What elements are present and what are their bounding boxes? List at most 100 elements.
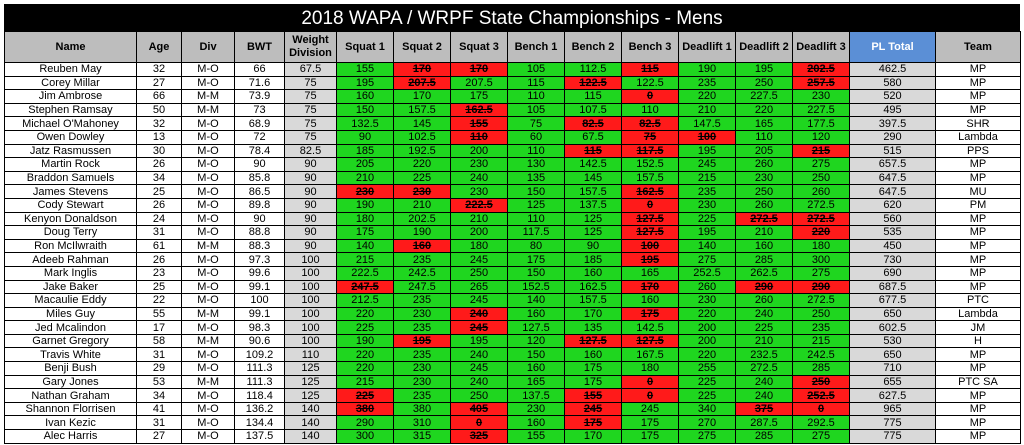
cell-weight-division: 100 [284,279,337,295]
cell-name: Corey Millar [4,75,137,91]
cell-name: Kenyon Donaldson [4,211,137,227]
cell-deadlift-3: 177.5 [792,116,850,131]
cell-deadlift-2: 250 [735,75,793,91]
cell-weight-division: 100 [284,320,337,335]
attempt-value: 225 [355,321,375,334]
cell-age: 50 [136,102,182,118]
cell-bench-3: 170 [621,279,679,295]
cell-age: 13 [136,129,182,145]
attempt-value: 240 [754,307,774,320]
cell-deadlift-1: 200 [678,320,736,335]
cell-bench-1: 110 [507,211,565,227]
cell-name: Adeeb Rahman [4,252,137,267]
cell-bench-2: 122.5 [564,75,622,91]
cell-bench-2: 127.5 [564,333,622,349]
cell-name: Travis White [4,347,137,363]
cell-div: M-O [181,170,235,186]
cell-bench-3: 0 [621,89,679,104]
cell-deadlift-2: 220 [735,102,793,118]
cell-deadlift-3: 285 [792,361,850,376]
cell-squat-2: 230 [393,374,451,390]
attempt-value: 250 [469,389,489,402]
cell-squat-2: 220 [393,157,451,172]
cell-bwt: 71.6 [234,75,285,91]
attempt-value: 215 [697,172,717,185]
cell-deadlift-3: 0 [792,401,850,417]
table-row: Mark Inglis 23 M-O 99.6 100 222.5 242.5 250 150 1… [4,265,1021,281]
attempt-value: 140 [697,240,717,253]
cell-deadlift-3: 120 [792,129,850,145]
cell-squat-3: 245 [450,293,508,308]
cell-deadlift-3: 202.5 [792,62,850,77]
cell-bench-1: 130 [507,157,565,172]
cell-div: M-M [181,306,235,322]
cell-squat-3: 170 [450,62,508,77]
attempt-value: 157.5 [408,104,436,117]
attempt-value: 405 [469,403,489,416]
cell-squat-2: 235 [393,320,451,335]
cell-pl-total: 687.5 [849,279,936,295]
cell-deadlift-2: 375 [735,401,793,417]
attempt-value: 230 [355,185,375,198]
sheet-title: 2018 WAPA / WRPF State Championships - M… [4,4,1020,31]
cell-weight-division: 100 [284,252,337,267]
cell-weight-division: 90 [284,197,337,213]
attempt-value: 160 [526,416,546,429]
attempt-value: 195 [697,144,717,157]
attempt-value: 235 [412,294,432,307]
cell-age: 32 [136,62,182,77]
cell-age: 27 [136,429,182,444]
cell-deadlift-3: 235 [792,320,850,335]
cell-pl-total: 775 [849,429,936,444]
cell-deadlift-1: 340 [678,401,736,417]
cell-bench-1: 152.5 [507,279,565,295]
attempt-value: 287.5 [750,416,778,429]
cell-weight-division: 90 [284,225,337,240]
attempt-value: 125 [583,226,603,239]
attempt-value: 100 [697,131,717,144]
table-row: Adeeb Rahman 26 M-O 97.3 100 215 235 245 175 185 1… [4,252,1021,267]
attempt-value: 202.5 [807,63,835,76]
cell-bwt: 109.2 [234,347,285,363]
attempt-value: 200 [697,335,717,348]
cell-age: 22 [136,293,182,308]
cell-squat-3: 155 [450,116,508,131]
attempt-value: 220 [412,158,432,171]
cell-weight-division: 75 [284,89,337,104]
cell-deadlift-2: 285 [735,252,793,267]
cell-bwt: 89.8 [234,197,285,213]
cell-squat-3: 195 [450,333,508,349]
attempt-value: 290 [754,280,774,293]
cell-div: M-O [181,265,235,281]
cell-deadlift-3: 275 [792,265,850,281]
cell-pl-total: 650 [849,347,936,363]
cell-team: MP [935,361,1021,376]
attempt-value: 275 [811,267,831,280]
cell-bench-1: 150 [507,184,565,199]
cell-pl-total: 535 [849,225,936,240]
attempt-value: 260 [754,294,774,307]
attempt-value: 210 [469,212,489,225]
cell-bwt: 99.1 [234,279,285,295]
cell-div: M-M [181,102,235,118]
cell-bwt: 111.3 [234,361,285,376]
cell-age: 53 [136,374,182,390]
cell-div: M-O [181,361,235,376]
cell-deadlift-2: 285 [735,429,793,444]
cell-squat-2: 207.5 [393,75,451,91]
cell-bench-2: 175 [564,374,622,390]
cell-bench-2: 157.5 [564,184,622,199]
cell-bench-2: 162.5 [564,279,622,295]
cell-deadlift-3: 227.5 [792,102,850,118]
cell-bench-2: 185 [564,252,622,267]
table-row: Nathan Graham 34 M-O 118.4 125 225 235 250 137.5… [4,388,1021,403]
cell-div: M-M [181,89,235,104]
cell-bench-2: 170 [564,429,622,444]
attempt-value: 110 [470,131,488,144]
cell-bench-3: 82.5 [621,116,679,131]
attempt-value: 230 [754,172,774,185]
attempt-value: 152.5 [522,280,550,293]
cell-div: M-O [181,429,235,444]
attempt-value: 170 [640,280,660,293]
cell-deadlift-2: 262.5 [735,265,793,281]
